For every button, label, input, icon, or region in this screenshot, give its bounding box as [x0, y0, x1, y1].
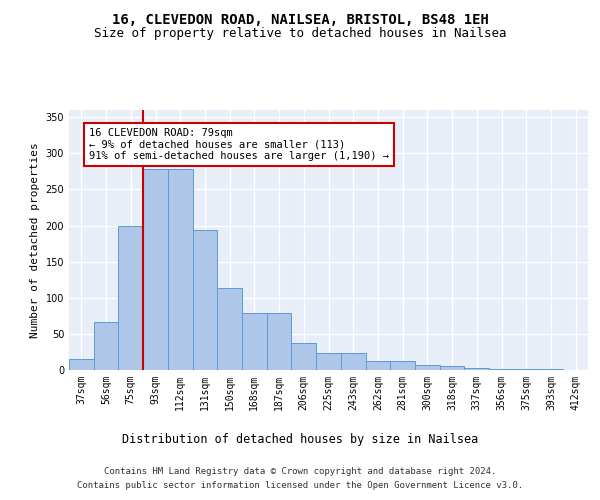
Bar — [242, 313, 267, 370]
Bar — [390, 362, 415, 370]
Bar — [143, 169, 168, 370]
Bar — [316, 352, 341, 370]
Text: 16 CLEVEDON ROAD: 79sqm
← 9% of detached houses are smaller (113)
91% of semi-de: 16 CLEVEDON ROAD: 79sqm ← 9% of detached… — [89, 128, 389, 162]
Text: Size of property relative to detached houses in Nailsea: Size of property relative to detached ho… — [94, 28, 506, 40]
Bar — [168, 169, 193, 370]
Bar — [539, 368, 563, 370]
Bar — [94, 322, 118, 370]
Bar — [440, 366, 464, 370]
Bar — [193, 230, 217, 370]
Text: Contains public sector information licensed under the Open Government Licence v3: Contains public sector information licen… — [77, 481, 523, 490]
Bar — [341, 352, 365, 370]
Bar — [415, 365, 440, 370]
Y-axis label: Number of detached properties: Number of detached properties — [30, 142, 40, 338]
Text: Distribution of detached houses by size in Nailsea: Distribution of detached houses by size … — [122, 432, 478, 446]
Bar — [464, 368, 489, 370]
Bar — [69, 359, 94, 370]
Bar — [292, 342, 316, 370]
Bar — [267, 313, 292, 370]
Text: 16, CLEVEDON ROAD, NAILSEA, BRISTOL, BS48 1EH: 16, CLEVEDON ROAD, NAILSEA, BRISTOL, BS4… — [112, 12, 488, 26]
Bar — [217, 288, 242, 370]
Bar — [118, 226, 143, 370]
Bar — [365, 362, 390, 370]
Text: Contains HM Land Registry data © Crown copyright and database right 2024.: Contains HM Land Registry data © Crown c… — [104, 468, 496, 476]
